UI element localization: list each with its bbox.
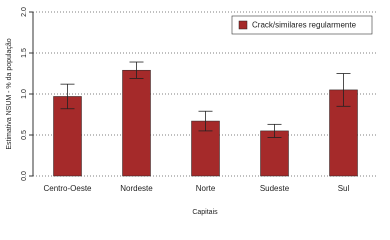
y-tick-label: 1.0 xyxy=(21,89,28,99)
x-axis-label: Capitais xyxy=(192,209,218,216)
legend-label: Crack/similares regularmente xyxy=(252,21,357,30)
error-bar xyxy=(267,123,282,138)
error-bar xyxy=(336,73,351,107)
y-tick-label: 0.5 xyxy=(21,130,28,140)
x-tick-label: Sudeste xyxy=(260,184,290,193)
x-tick-label: Norte xyxy=(196,184,216,193)
y-tick-label: 1.5 xyxy=(21,48,28,58)
error-bar xyxy=(129,61,144,79)
y-tick-label: 2.0 xyxy=(21,7,28,17)
legend-box xyxy=(231,15,373,35)
error-bar xyxy=(198,110,213,132)
y-axis-label: Estimativa NSUM - % da população xyxy=(6,38,13,149)
bar xyxy=(122,69,151,177)
chart: Capitais Estimativa NSUM - % da populaçã… xyxy=(6,7,378,216)
x-tick-label: Sul xyxy=(338,184,350,193)
bar xyxy=(260,130,289,177)
error-bar xyxy=(60,83,75,110)
bar xyxy=(53,96,82,177)
x-tick-label: Centro-Oeste xyxy=(43,184,92,193)
y-tick-label: 0.0 xyxy=(21,171,28,181)
legend-swatch xyxy=(238,20,248,30)
x-tick-label: Nordeste xyxy=(120,184,153,193)
